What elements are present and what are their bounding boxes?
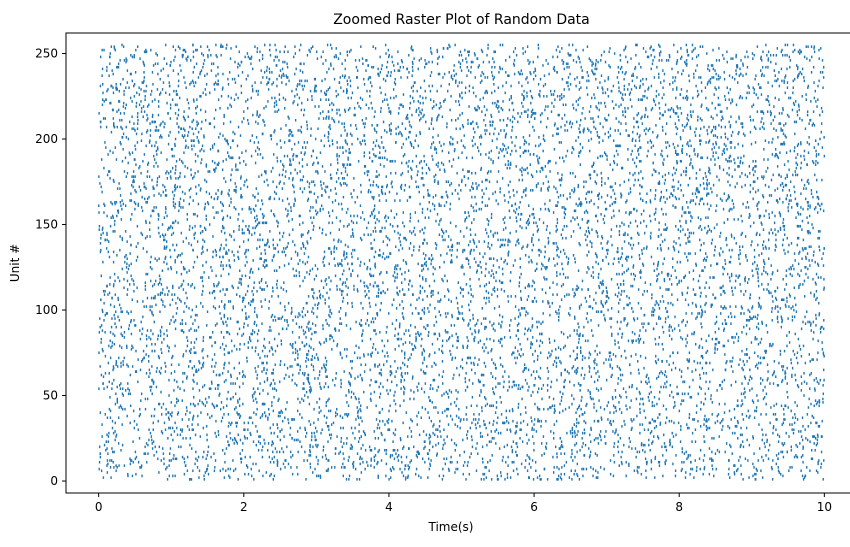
event-marks [98,43,826,481]
chart-title: Zoomed Raster Plot of Random Data [333,12,590,28]
